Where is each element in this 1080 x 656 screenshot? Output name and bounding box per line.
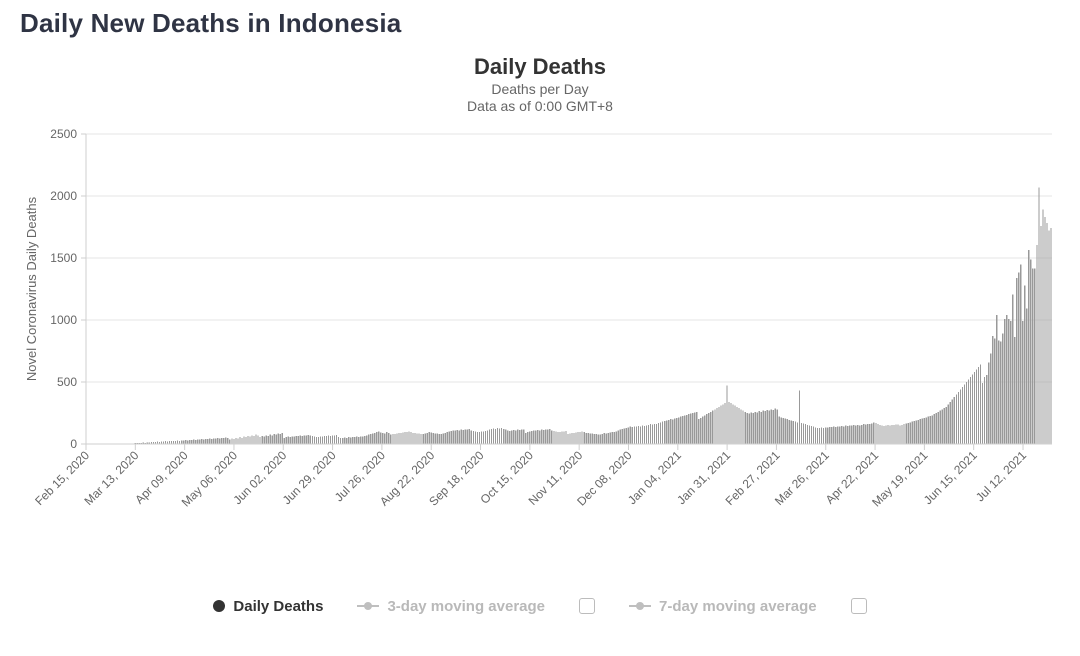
- svg-text:0: 0: [70, 437, 77, 451]
- svg-text:2000: 2000: [50, 189, 77, 203]
- legend-label: 3-day moving average: [387, 598, 545, 615]
- legend-checkbox[interactable]: [851, 598, 867, 614]
- svg-text:2500: 2500: [50, 127, 77, 141]
- chart-legend: Daily Deaths 3-day moving average 7-day mo…: [16, 598, 1064, 615]
- chart-subtitle-2: Data as of 0:00 GMT+8: [16, 98, 1064, 116]
- svg-text:1000: 1000: [50, 313, 77, 327]
- chart-titles: Daily Deaths Deaths per Day Data as of 0…: [16, 53, 1064, 116]
- svg-text:Novel Coronavirus Daily Deaths: Novel Coronavirus Daily Deaths: [24, 196, 39, 381]
- svg-text:500: 500: [57, 375, 77, 389]
- chart-title: Daily Deaths: [16, 53, 1064, 81]
- legend-marker-line: [357, 600, 379, 612]
- legend-item-2[interactable]: 7-day moving average: [629, 598, 817, 615]
- legend-marker-line: [629, 600, 651, 612]
- legend-checkbox-wrap[interactable]: [851, 598, 867, 614]
- legend-item-0[interactable]: Daily Deaths: [213, 598, 323, 615]
- legend-label: 7-day moving average: [659, 598, 817, 615]
- svg-text:1500: 1500: [50, 251, 77, 265]
- chart-subtitle-1: Deaths per Day: [16, 81, 1064, 99]
- chart-area[interactable]: 0 500 1000 1500 2000 2500 Novel Coronavirus Da…: [16, 120, 1064, 590]
- legend-checkbox[interactable]: [579, 598, 595, 614]
- legend-label: Daily Deaths: [233, 598, 323, 615]
- legend-marker-dot: [213, 600, 225, 612]
- page-title: Daily New Deaths in Indonesia: [20, 8, 1064, 39]
- legend-checkbox-wrap[interactable]: [579, 598, 595, 614]
- bar-chart-svg[interactable]: 0 500 1000 1500 2000 2500 Novel Coronavirus Da…: [16, 120, 1064, 590]
- page-root: Daily New Deaths in Indonesia Daily Deat…: [0, 0, 1080, 656]
- legend-item-1[interactable]: 3-day moving average: [357, 598, 545, 615]
